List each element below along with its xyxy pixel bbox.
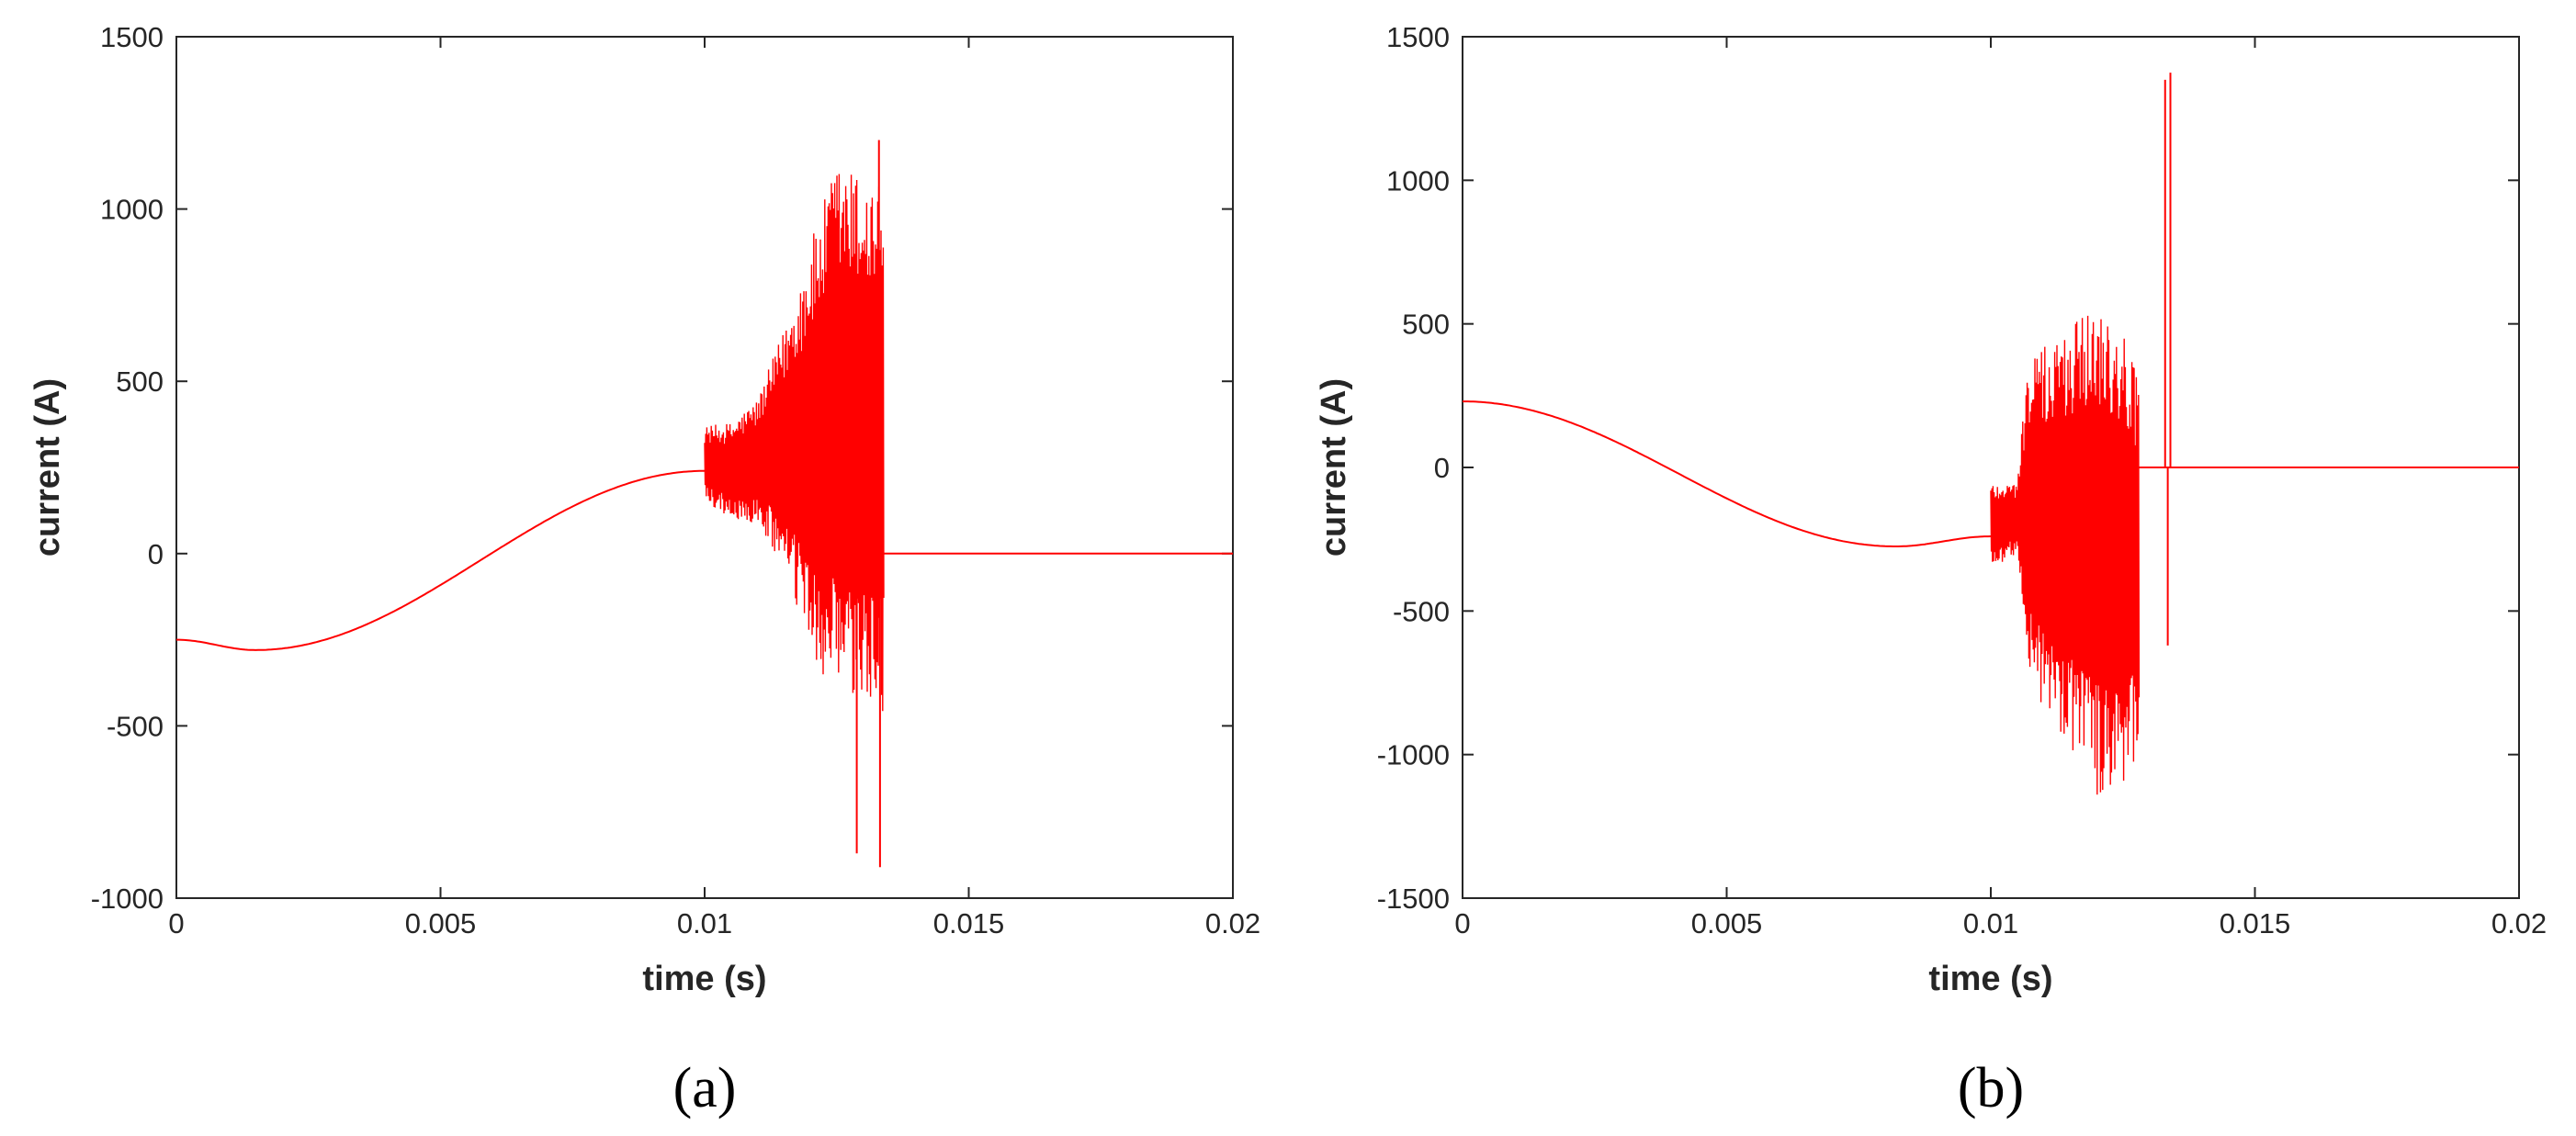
y-tick-label: 500 xyxy=(1402,309,1450,341)
panel-label: (a) xyxy=(673,1057,737,1119)
x-tick-label: 0.015 xyxy=(933,907,1005,939)
y-tick-label: 500 xyxy=(116,366,164,398)
y-tick-label: -1000 xyxy=(91,883,164,915)
series-smooth-segment xyxy=(176,469,705,651)
x-tick-label: 0.02 xyxy=(2491,907,2547,939)
y-tick-label: -1500 xyxy=(1377,883,1450,915)
x-axis-title: time (s) xyxy=(1928,960,2052,998)
y-tick-label: -1000 xyxy=(1377,739,1450,771)
series-smooth-segment xyxy=(1463,400,1992,547)
series-current xyxy=(1463,73,2519,795)
y-axis-title: current (A) xyxy=(1315,378,1353,557)
y-tick-label: -500 xyxy=(1393,595,1450,627)
chart-panel-a: 0 0.005 0.01 0.015 0.02 -1000 -500 0 500 1000 1500… xyxy=(28,21,1260,1119)
x-tick-label: 0.005 xyxy=(1691,907,1763,939)
x-tick-label: 0.015 xyxy=(2220,907,2291,939)
y-tick-label: 0 xyxy=(1434,452,1450,484)
tick-labels: 0 0.005 0.01 0.015 0.02 -1000 -500 0 500 1000 1500 xyxy=(91,21,1260,939)
chart-panel-b: 0 0.005 0.01 0.015 0.02 -1500 -1000 -500 0 500 100… xyxy=(1315,21,2547,1119)
panel-label: (b) xyxy=(1958,1057,2024,1119)
x-tick-label: 0 xyxy=(1454,907,1470,939)
x-tick-label: 0.01 xyxy=(1963,907,2018,939)
x-axis-title: time (s) xyxy=(642,960,766,998)
y-tick-label: 1000 xyxy=(100,194,164,226)
y-tick-label: 0 xyxy=(148,538,164,570)
x-tick-label: 0.005 xyxy=(405,907,477,939)
y-tick-label: 1500 xyxy=(1386,21,1450,53)
y-tick-label: -500 xyxy=(107,710,164,742)
series-oscillation-burst xyxy=(704,174,885,712)
tick-marks xyxy=(175,36,1234,899)
x-tick-label: 0.02 xyxy=(1205,907,1260,939)
x-tick-label: 0 xyxy=(168,907,184,939)
y-tick-label: 1500 xyxy=(100,21,164,53)
y-axis-title: current (A) xyxy=(28,378,67,557)
series-current xyxy=(176,140,1233,868)
x-tick-label: 0.01 xyxy=(677,907,732,939)
tick-labels: 0 0.005 0.01 0.015 0.02 -1500 -1000 -500 0 500 100… xyxy=(1377,21,2547,939)
series-oscillation-burst xyxy=(1990,315,2141,795)
y-tick-label: 1000 xyxy=(1386,164,1450,197)
